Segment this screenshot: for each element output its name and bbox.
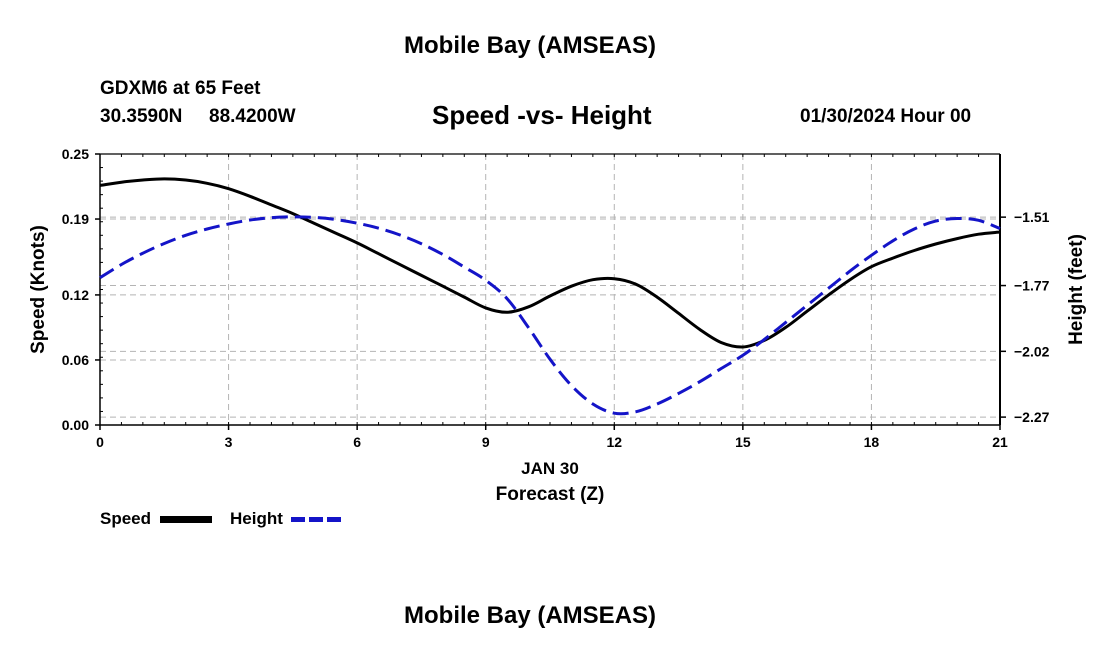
chart-title: Mobile Bay (AMSEAS) <box>404 32 657 59</box>
footer-title: Mobile Bay (AMSEAS) <box>404 602 657 629</box>
x-tick-label: 15 <box>735 434 751 450</box>
y-left-tick-label: 0.19 <box>62 211 89 227</box>
x-tick-label: 6 <box>353 434 361 450</box>
legend-height-label: Height <box>230 509 283 528</box>
legend-speed-label: Speed <box>100 509 152 528</box>
station-latitude: 30.3590N <box>100 106 183 127</box>
series-line-speed <box>99 177 1001 349</box>
forecast-datetime: 01/30/2024 Hour 00 <box>800 106 972 127</box>
y-left-tick-label: 0.06 <box>62 352 89 368</box>
y-right-tick-label: −1.77 <box>1014 278 1050 294</box>
x-tick-label: 21 <box>992 434 1008 450</box>
x-tick-label: 3 <box>225 434 233 450</box>
y-right-tick-label: −2.02 <box>1014 343 1050 359</box>
chart-subtitle: Speed -vs- Height <box>432 100 652 130</box>
series-line-height <box>99 215 1001 416</box>
y-right-tick-label: −2.27 <box>1014 409 1050 425</box>
y-left-axis-title: Speed (Knots) <box>28 225 49 354</box>
station-name: GDXM6 at 65 Feet <box>100 78 261 99</box>
x-tick-label: 9 <box>482 434 490 450</box>
x-tick-label: 12 <box>606 434 622 450</box>
y-right-axis-title: Height (feet) <box>1066 234 1087 345</box>
x-tick-label: 0 <box>96 434 104 450</box>
y-left-tick-label: 0.25 <box>62 146 89 162</box>
y-left-tick-label: 0.12 <box>62 287 89 303</box>
station-longitude: 88.4200W <box>209 106 296 127</box>
legend-height-line <box>291 517 343 522</box>
y-left-tick-label: 0.00 <box>62 417 89 433</box>
x-axis-title: Forecast (Z) <box>496 484 605 505</box>
x-axis-date-label: JAN 30 <box>521 459 579 478</box>
y-right-tick-label: −1.51 <box>1014 209 1050 225</box>
legend-speed-line <box>160 516 212 523</box>
x-tick-label: 18 <box>864 434 880 450</box>
